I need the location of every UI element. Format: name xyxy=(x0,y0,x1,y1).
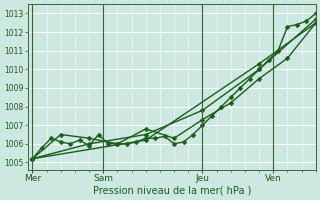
X-axis label: Pression niveau de la mer( hPa ): Pression niveau de la mer( hPa ) xyxy=(92,186,251,196)
